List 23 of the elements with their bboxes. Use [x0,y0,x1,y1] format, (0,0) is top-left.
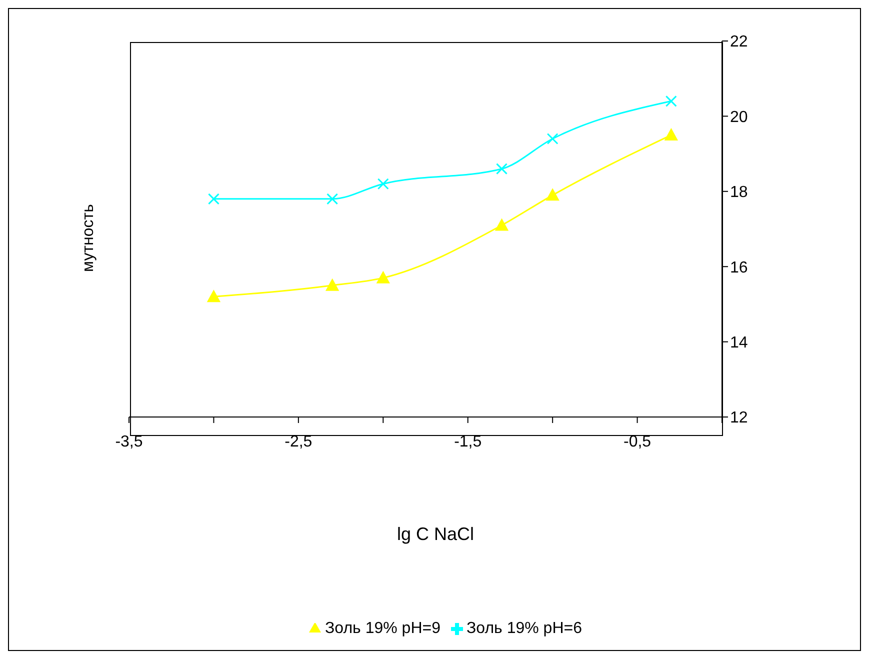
point [664,128,678,140]
point [326,278,339,291]
x-axis-title: lg C NaCl [396,524,476,545]
y-tick-label: 22 [730,34,748,51]
point [546,133,558,145]
y-tick-label: 14 [730,334,748,352]
point [665,95,677,107]
point [495,218,508,231]
y-tick-label: 20 [730,108,748,126]
y-axis-title: мутность [80,204,98,272]
x-tick-label: -3,5 [115,433,143,450]
point [376,271,390,284]
point [326,193,338,205]
legend-label: Золь 19% pH=9 [325,620,440,637]
point [208,193,220,205]
point [496,163,508,175]
point [207,290,220,302]
y-tick-label: 18 [730,184,748,202]
y-tick-label: 16 [730,259,748,276]
point [377,178,389,190]
point [546,188,560,201]
y-tick-label: 12 [730,410,748,427]
legend-label: Золь 19% pH=6 [466,620,582,637]
